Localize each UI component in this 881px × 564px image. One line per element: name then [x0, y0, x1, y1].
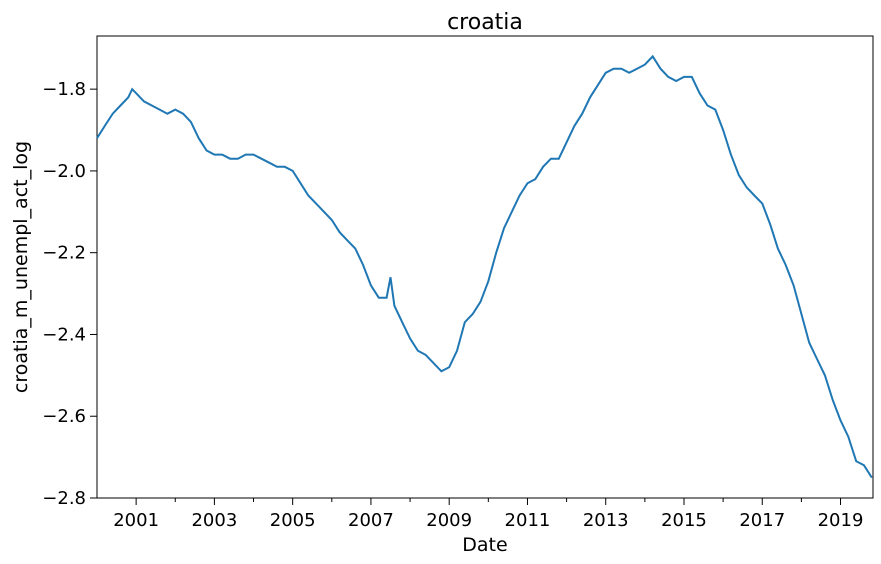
- y-tick-label: −1.8: [42, 79, 86, 100]
- x-axis-label: Date: [462, 534, 507, 556]
- y-tick-label: −2.4: [42, 324, 86, 345]
- chart-title: croatia: [447, 10, 523, 35]
- y-axis-label: croatia_m_unempl_act_log: [10, 141, 32, 393]
- x-tick-label: 2019: [818, 510, 864, 531]
- x-tick-label: 2003: [191, 510, 237, 531]
- y-axis: −1.8 −2.0 −2.2 −2.4 −2.6 −2.8: [42, 79, 97, 509]
- x-tick-label: 2001: [113, 510, 159, 531]
- x-tick-label: 2017: [739, 510, 785, 531]
- x-tick-label: 2009: [426, 510, 472, 531]
- x-tick-label: 2007: [348, 510, 394, 531]
- x-tick-label: 2015: [661, 510, 707, 531]
- x-tick-label: 2013: [583, 510, 629, 531]
- y-tick-label: −2.8: [42, 488, 86, 509]
- y-tick-label: −2.0: [42, 161, 86, 182]
- plot-area: [96, 35, 874, 499]
- series-line: [96, 54, 873, 479]
- x-tick-label: 2005: [270, 510, 316, 531]
- y-tick-label: −2.2: [42, 243, 86, 264]
- x-tick-label: 2011: [505, 510, 551, 531]
- y-tick-label: −2.6: [42, 406, 86, 427]
- x-axis: 2001 2003 2005 2007 2009 2011 2013 2015 2017 2019: [113, 498, 863, 531]
